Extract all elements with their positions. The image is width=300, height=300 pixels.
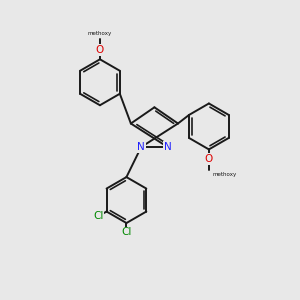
Text: N: N (137, 142, 145, 152)
Text: O: O (96, 45, 104, 55)
Text: Cl: Cl (93, 211, 103, 221)
Text: N: N (164, 142, 172, 152)
Text: Cl: Cl (121, 227, 132, 237)
Text: methoxy: methoxy (212, 172, 237, 177)
Text: methoxy: methoxy (88, 31, 112, 36)
Text: O: O (205, 154, 213, 164)
